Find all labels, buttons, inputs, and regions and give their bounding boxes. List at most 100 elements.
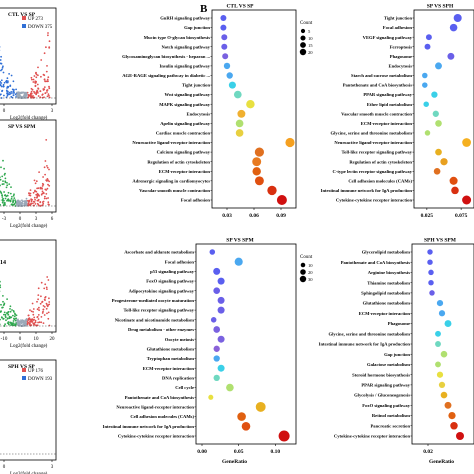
volcano-point	[12, 310, 15, 312]
dot-plots: CTL VS SP GnRH signaling pathway Gap junct…	[103, 4, 474, 465]
volcano-point	[34, 319, 37, 322]
dotplot-legend-dot	[299, 48, 307, 56]
volcano-tick-label: 20	[50, 337, 56, 342]
dotplot-point	[217, 296, 225, 304]
volcano-point	[44, 283, 47, 286]
dotplot-point	[220, 24, 227, 31]
volcano-point	[28, 322, 31, 325]
dotplot-xtick-label: 0.025	[421, 213, 434, 219]
dotplot-category-label: Cytokine-cytokine receptor interaction	[118, 434, 195, 439]
dotplot-point	[425, 34, 432, 41]
dotplot-category-label: Calcium signaling pathway	[157, 150, 211, 155]
volcano-point	[31, 302, 34, 305]
volcano-point	[7, 321, 10, 323]
volcano-point	[2, 180, 4, 183]
volcano-point	[0, 83, 1, 86]
dotplot-point	[217, 364, 225, 372]
volcano-point	[44, 160, 47, 162]
dotplot-category-label: Tight junction	[182, 83, 211, 88]
volcano-point	[12, 324, 15, 326]
dotplot-category-label: Insulin signaling pathway	[159, 63, 210, 68]
volcano-point	[33, 322, 36, 324]
volcano-point	[37, 74, 39, 77]
volcano-point	[32, 311, 34, 313]
volcano-point	[46, 65, 48, 67]
dotplot-category-label: Ascorbate and aldarate metabolism	[124, 250, 194, 255]
volcano-point	[43, 314, 46, 316]
volcano-point	[38, 321, 41, 324]
volcano-point	[27, 319, 29, 321]
volcano-point	[27, 94, 30, 96]
volcano-point	[12, 194, 15, 197]
dotplot-point	[438, 381, 446, 389]
volcano-point	[48, 94, 50, 97]
volcano-point	[47, 93, 50, 95]
volcano-point	[1, 89, 4, 92]
volcano-point	[8, 183, 11, 186]
dotplot-legend-dot	[299, 275, 307, 283]
dotplot-category-label: Gap junction	[184, 25, 210, 30]
volcano-point	[41, 96, 44, 99]
dotplot-point	[440, 350, 448, 358]
volcano-point	[1, 175, 4, 178]
volcano-point	[47, 311, 50, 314]
volcano-point	[0, 176, 1, 179]
volcano-point	[46, 276, 49, 278]
dotplot-point	[435, 330, 441, 337]
volcano-point	[0, 184, 1, 187]
volcano-point	[48, 85, 50, 88]
volcano-point	[46, 165, 48, 167]
dotplot-point	[451, 186, 459, 195]
volcano-point	[35, 80, 37, 83]
volcano-point	[43, 298, 46, 301]
volcano-point	[30, 203, 33, 205]
dotplot-category-label: Intestinal immune network for IgA produc…	[321, 188, 413, 193]
volcano-point	[3, 302, 6, 305]
volcano-point	[42, 202, 45, 205]
volcano-point	[44, 173, 46, 176]
dotplot-point	[462, 195, 472, 205]
volcano-point	[0, 59, 2, 61]
dotplot-category-label: Oocyte meiosis	[165, 337, 194, 342]
volcano-point	[29, 309, 31, 311]
dotplot-category-label: Neuroactive ligand-receptor interaction	[334, 140, 412, 145]
dotplot-point	[433, 167, 441, 175]
volcano-point	[14, 319, 17, 322]
dotplot-legend-title: Count	[300, 21, 313, 26]
volcano-point	[0, 97, 3, 99]
volcano-point	[39, 201, 42, 204]
dotplot-category-label: AGE-RAGE signaling pathway in diabetic .…	[122, 73, 210, 78]
volcano-legend-swatch	[22, 376, 26, 380]
volcano-point	[0, 280, 1, 283]
dotplot-point	[208, 394, 214, 400]
dotplot-point	[246, 99, 255, 109]
volcano-point	[9, 308, 11, 310]
dotplot-category-label: Phagosome	[390, 54, 412, 59]
volcano-point	[46, 78, 49, 81]
dotplot-category-label: Arginine biosynthesis	[368, 270, 410, 275]
volcano-point	[35, 190, 38, 193]
volcano-point	[7, 317, 9, 320]
volcano-point	[3, 94, 5, 97]
dotplot-point	[278, 430, 290, 442]
panel-b-label: B	[200, 3, 208, 15]
dotplot-category-label: PPAR signaling pathway	[363, 92, 412, 97]
volcano-point	[47, 201, 50, 204]
volcano-point	[37, 88, 40, 90]
volcano-point	[38, 195, 41, 197]
volcano-point	[38, 306, 40, 309]
dotplot-xlabel: GeneRatio	[222, 459, 247, 465]
volcano-point	[9, 192, 12, 195]
volcano-point	[46, 166, 49, 169]
dotplot-category-label: Intestinal immune network for IgA produc…	[103, 424, 195, 429]
volcano-point	[45, 139, 48, 141]
dotplot-point	[221, 34, 228, 41]
volcano-tick-label: 3	[51, 465, 54, 470]
volcano-point	[0, 303, 2, 306]
volcano-point	[41, 93, 44, 96]
dotplot-point	[422, 72, 428, 79]
volcano-point	[25, 93, 28, 96]
volcano-point	[12, 201, 14, 203]
volcano-point	[34, 203, 37, 205]
